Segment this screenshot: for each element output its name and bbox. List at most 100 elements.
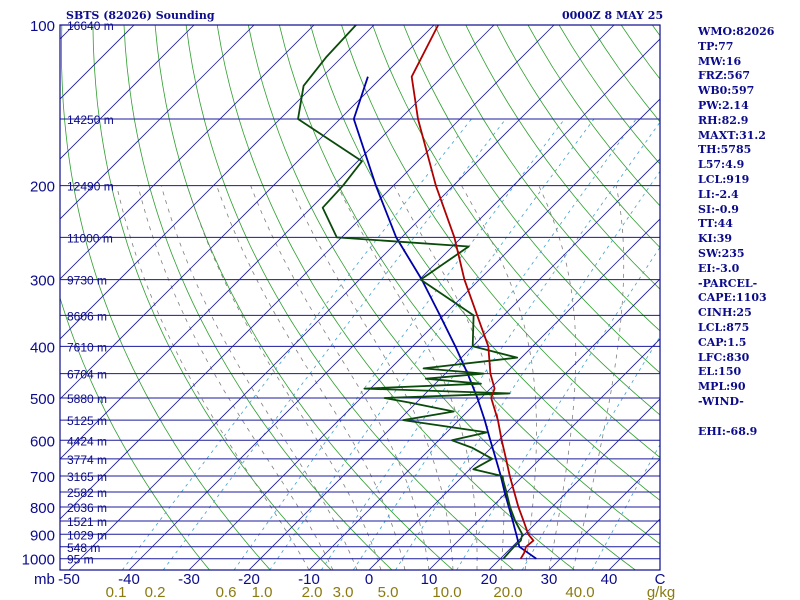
pressure-tick-label: 500 xyxy=(30,391,55,408)
dry-adiabat xyxy=(61,25,271,570)
height-label: 9730 m xyxy=(67,274,107,288)
pressure-tick-label: 100 xyxy=(30,18,55,35)
isotherm xyxy=(60,25,315,280)
temperature-tick-label: -20 xyxy=(238,571,260,588)
isotherm xyxy=(60,25,555,520)
height-label: 1029 m xyxy=(67,528,107,542)
dry-adiabat xyxy=(185,25,514,570)
dry-adiabat xyxy=(310,25,660,501)
isotherm xyxy=(60,25,375,340)
isotherm xyxy=(128,38,660,570)
mixing-ratio-label: 0.2 xyxy=(145,584,166,600)
moist-adiabat xyxy=(137,185,334,570)
dry-adiabat xyxy=(403,25,660,374)
dry-adiabat xyxy=(60,296,210,570)
mixing-ratio-label: g/kg xyxy=(647,584,675,600)
index-item: TH:5785 xyxy=(698,143,752,157)
index-item: WB0:597 xyxy=(698,84,755,98)
moist-adiabat xyxy=(393,185,505,570)
height-label: 11000 m xyxy=(67,231,113,245)
mixing-ratio-label: 10.0 xyxy=(432,584,461,600)
temperature-tick-label: C xyxy=(655,571,666,588)
height-label: 8606 m xyxy=(67,309,107,323)
index-item: PW:2.14 xyxy=(698,98,749,112)
height-label: 16640 m xyxy=(67,19,114,33)
mixing-ratio-label: 3.0 xyxy=(333,584,354,600)
isotherm xyxy=(548,458,660,570)
plot-area xyxy=(0,25,660,570)
moist-adiabat xyxy=(186,185,382,570)
index-item: CAPE:1103 xyxy=(698,291,767,305)
temperature-tick-label: -50 xyxy=(58,571,80,588)
dry-adiabat xyxy=(434,25,660,332)
height-label: 3774 m xyxy=(67,453,107,467)
height-label: 12490 m xyxy=(67,180,114,194)
valid-time: 0000Z 8 MAY 25 xyxy=(562,9,664,22)
height-label: 3165 m xyxy=(67,470,107,484)
temperature-tick-label: 20 xyxy=(481,571,498,588)
index-item: LCL:875 xyxy=(698,320,750,334)
isotherm xyxy=(60,25,255,220)
height-label: 1521 m xyxy=(67,515,107,529)
pressure-tick-label: 1000 xyxy=(22,552,55,569)
mixing-ratio-label: 5.0 xyxy=(378,584,399,600)
temperature-tick-label: 30 xyxy=(541,571,558,588)
indices-panel: WMO:82026 TP:77 MW:16 FRZ:567 WB0:597 PW:2.14… xyxy=(698,25,774,439)
temperature-tick-label: 10 xyxy=(421,571,438,588)
height-label: 5880 m xyxy=(67,392,107,406)
index-item: LCL:919 xyxy=(698,172,750,186)
mixing-ratio-label: 20.0 xyxy=(493,584,522,600)
height-label: 14250 m xyxy=(67,113,114,127)
index-item: MW:16 xyxy=(698,54,742,68)
pressure-tick-label: 900 xyxy=(30,527,55,544)
mixing-ratio-label: 0.1 xyxy=(106,584,127,600)
moist-adiabat xyxy=(289,185,454,570)
isotherm xyxy=(60,25,435,400)
pressure-tick-label: 600 xyxy=(30,433,55,450)
mixing-ratio-label: 0.6 xyxy=(216,584,237,600)
temperature-tick-label: 0 xyxy=(365,571,373,588)
index-item: CAP:1.5 xyxy=(698,335,747,349)
index-item: L57:4.9 xyxy=(698,158,745,172)
index-item xyxy=(698,410,774,425)
index-item: SW:235 xyxy=(698,246,745,260)
pressure-tick-label: 700 xyxy=(30,469,55,486)
dry-adiabat xyxy=(465,25,660,290)
height-label: 548 m xyxy=(67,541,100,555)
temperature-tick-label: 40 xyxy=(601,571,618,588)
pressure-tick-label: 200 xyxy=(30,179,55,196)
height-label: 6704 m xyxy=(67,368,107,382)
temperature-trace xyxy=(410,25,535,560)
index-item: SI:-0.9 xyxy=(698,202,739,216)
parcel-trace xyxy=(352,76,537,560)
isotherm xyxy=(0,25,14,570)
moist-adiabat xyxy=(461,185,537,570)
dry-adiabat xyxy=(372,25,660,416)
index-item: -PARCEL- xyxy=(698,276,758,290)
dry-adiabat xyxy=(496,25,660,249)
moist-adiabat xyxy=(538,185,577,570)
mixing-ratio-label: 40.0 xyxy=(565,584,594,600)
plot-frame xyxy=(59,24,661,571)
isotherm xyxy=(60,25,495,460)
height-label: 2036 m xyxy=(67,501,107,515)
temperature-tick-label: -40 xyxy=(118,571,140,588)
moist-adiabat xyxy=(116,185,310,570)
index-item: -WIND- xyxy=(698,394,744,408)
isotherm xyxy=(488,398,660,570)
station-title: SBTS (82026) Sounding xyxy=(66,9,215,22)
height-label: 5125 m xyxy=(67,414,107,428)
index-item: LI:-2.4 xyxy=(698,187,739,201)
index-item: EI:-3.0 xyxy=(698,261,740,275)
index-item: FRZ:567 xyxy=(698,69,751,83)
mixing-ratio-label: 2.0 xyxy=(302,584,323,600)
isotherm xyxy=(188,98,660,570)
height-label: 7610 m xyxy=(67,340,107,354)
moist-adiabat xyxy=(337,185,478,570)
height-label: 2582 m xyxy=(67,486,107,500)
index-item: RH:82.9 xyxy=(698,113,749,127)
isotherm xyxy=(308,218,660,570)
isotherm xyxy=(68,25,615,570)
